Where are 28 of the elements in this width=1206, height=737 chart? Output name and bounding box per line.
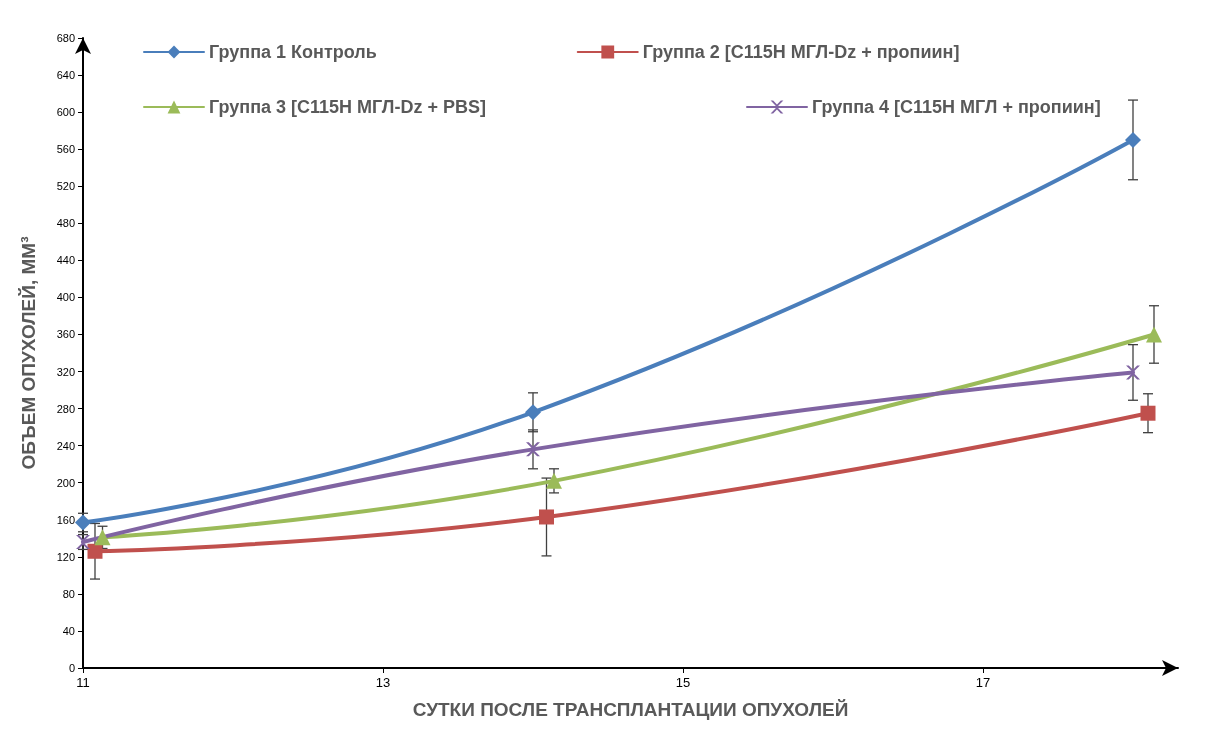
legend-label: Группа 3 [С115Н МГЛ-Dz + PBS] (209, 97, 486, 117)
y-tick-label: 200 (56, 476, 75, 489)
y-tick-label: 320 (56, 365, 75, 378)
y-tick-label: 280 (56, 402, 75, 415)
y-tick-label: 240 (56, 439, 75, 452)
y-tick-label: 480 (56, 217, 75, 230)
y-tick-label: 400 (56, 291, 75, 304)
legend-label: Группа 1 Контроль (209, 42, 377, 62)
y-tick-label: 80 (62, 587, 75, 600)
y-tick-label: 160 (56, 513, 75, 526)
y-tick-label: 680 (56, 32, 75, 44)
y-tick-label: 560 (56, 143, 75, 156)
y-tick-label: 440 (56, 254, 75, 267)
x-tick-label: 13 (375, 675, 391, 690)
legend-label: Группа 2 [С115Н МГЛ-Dz + пропиин] (642, 42, 960, 62)
y-tick-label: 520 (56, 180, 75, 193)
x-axis-title: СУТКИ ПОСЛЕ ТРАНСПЛАНТАЦИИ ОПУХОЛЕЙ (412, 699, 849, 720)
y-tick-label: 0 (68, 662, 75, 674)
y-tick-label: 640 (56, 69, 75, 82)
y-axis-title: ОБЪЕМ ОПУХОЛЕЙ, ММ³ (18, 236, 39, 470)
legend-label: Группа 4 [С115Н МГЛ + пропиин] (811, 97, 1101, 117)
y-tick-label: 600 (56, 106, 75, 119)
x-tick-label: 11 (76, 675, 90, 690)
y-tick-label: 40 (62, 624, 75, 637)
y-tick-label: 120 (56, 550, 75, 563)
x-tick-label: 17 (975, 675, 991, 690)
y-tick-label: 360 (56, 328, 75, 341)
x-tick-label: 15 (675, 675, 691, 690)
